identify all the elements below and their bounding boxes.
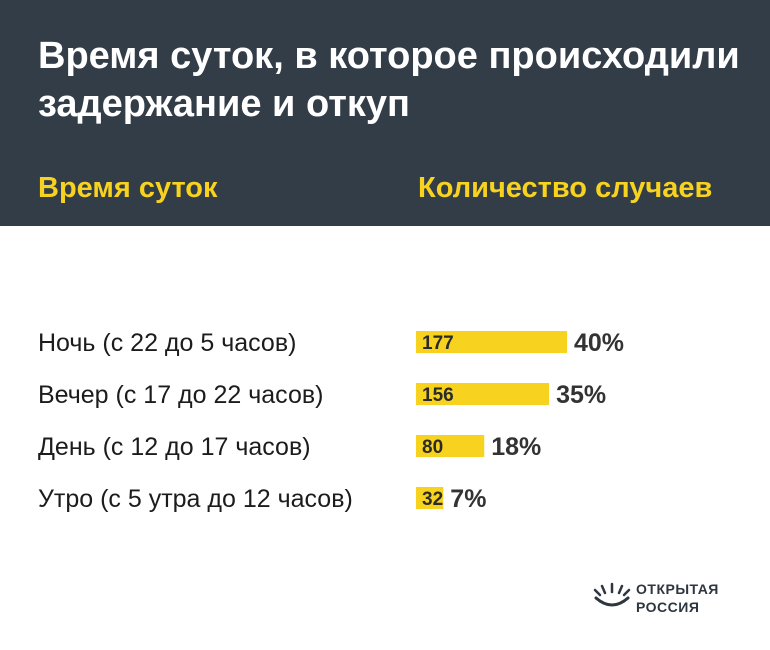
bar — [416, 435, 485, 457]
column-header-count: Количество случаев — [418, 172, 713, 204]
bar-value-label: 32 — [422, 489, 443, 510]
open-russia-logo: ОТКРЫТАЯ РОССИЯ — [592, 578, 752, 622]
bar — [416, 487, 444, 509]
bar-chart: Ночь (с 22 до 5 часов) 177 40% Вечер (с 17 … — [38, 329, 624, 513]
bar-percent-label: 18% — [491, 433, 541, 461]
column-header-time: Время суток — [38, 172, 218, 204]
bar-percent-label: 7% — [450, 485, 486, 513]
bar — [416, 383, 550, 405]
open-russia-sunrise-icon — [593, 582, 631, 607]
bar-percent-label: 40% — [574, 329, 624, 357]
category-label: Утро (с 5 утра до 12 часов) — [38, 485, 353, 513]
logo-wordmark: ОТКРЫТАЯ РОССИЯ — [636, 580, 719, 616]
bar-value-label: 156 — [422, 385, 454, 406]
logo-line-1: ОТКРЫТАЯ — [636, 581, 719, 597]
bar — [416, 331, 567, 353]
bar-percent-label: 35% — [556, 381, 606, 409]
bar-value-label: 80 — [422, 437, 443, 458]
bar-value-label: 177 — [422, 333, 454, 354]
header-panel: Время суток, в которое происходили задер… — [0, 0, 770, 226]
logo-line-2: РОССИЯ — [636, 599, 700, 615]
category-label: День (с 12 до 17 часов) — [38, 433, 311, 461]
chart-title: Время суток, в которое происходили задер… — [38, 35, 740, 125]
category-label: Ночь (с 22 до 5 часов) — [38, 329, 296, 357]
category-label: Вечер (с 17 до 22 часов) — [38, 381, 323, 409]
